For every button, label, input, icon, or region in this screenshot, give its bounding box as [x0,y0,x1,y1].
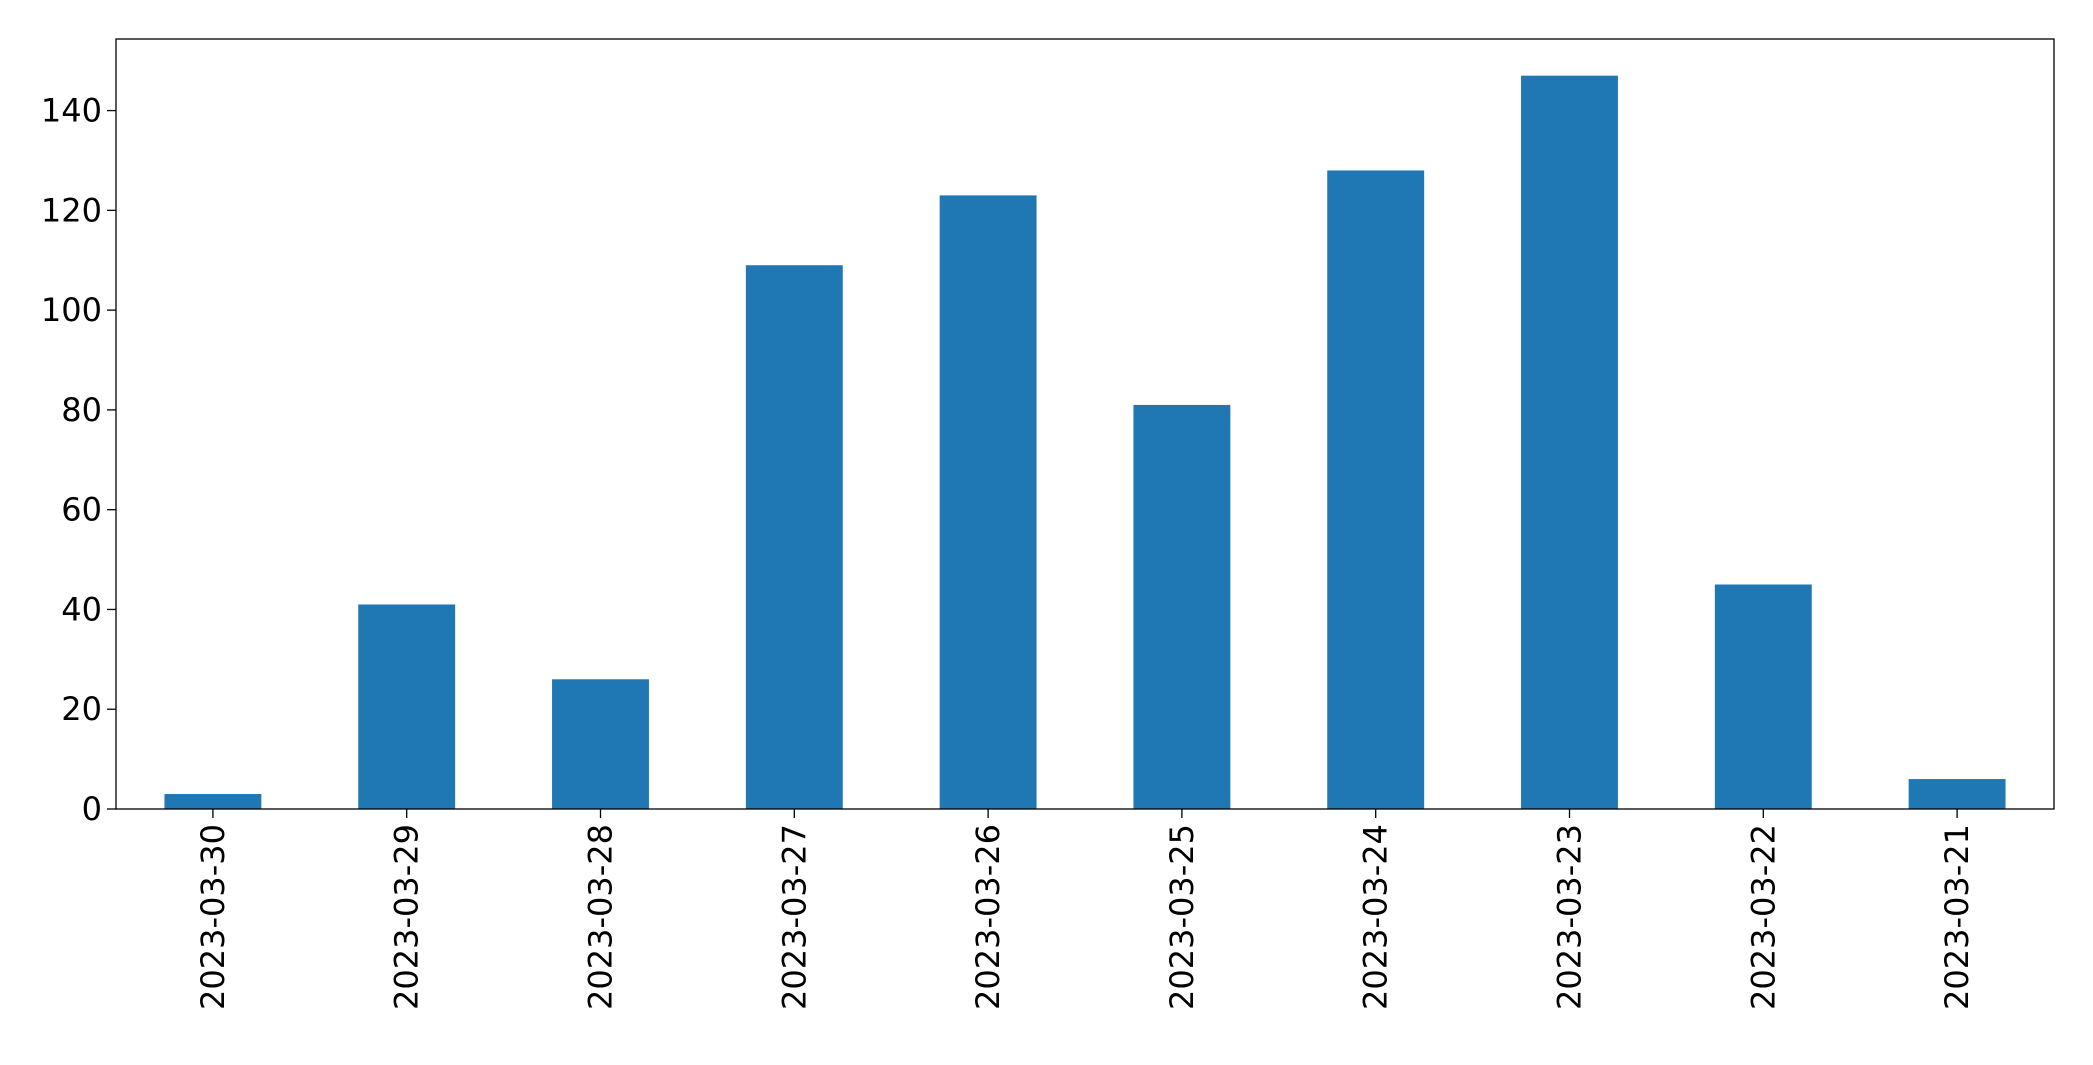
bar [939,195,1037,810]
x-tick-label: 2023-03-22 [1744,824,1782,1010]
y-tick-label: 80 [61,391,102,429]
x-tick-label: 2023-03-23 [1551,824,1589,1010]
x-tick-label: 2023-03-24 [1357,824,1395,1010]
y-tick-label: 20 [61,690,102,728]
y-tick-label: 60 [61,491,102,529]
plot-frame [115,38,2055,810]
bar [745,265,843,809]
bar [1908,779,2006,809]
y-tick-label: 140 [41,92,102,130]
x-tick-label: 2023-03-28 [582,824,620,1010]
bar [358,604,456,809]
bar [164,794,262,809]
bar [1327,170,1425,810]
x-tick-label: 2023-03-21 [1938,824,1976,1010]
y-tick-label: 40 [61,590,102,628]
bar [1521,75,1618,809]
y-tick-label: 100 [41,291,102,329]
y-tick-label: 0 [82,790,102,828]
y-tick-label: 120 [41,191,102,229]
x-tick-label: 2023-03-27 [775,824,813,1010]
bar [552,679,649,809]
bar [1714,584,1812,809]
x-tick-label: 2023-03-30 [194,824,232,1010]
x-tick-label: 2023-03-25 [1163,824,1201,1010]
x-tick-label: 2023-03-29 [388,824,426,1010]
bar [1133,404,1231,809]
x-tick-label: 2023-03-26 [969,824,1007,1010]
